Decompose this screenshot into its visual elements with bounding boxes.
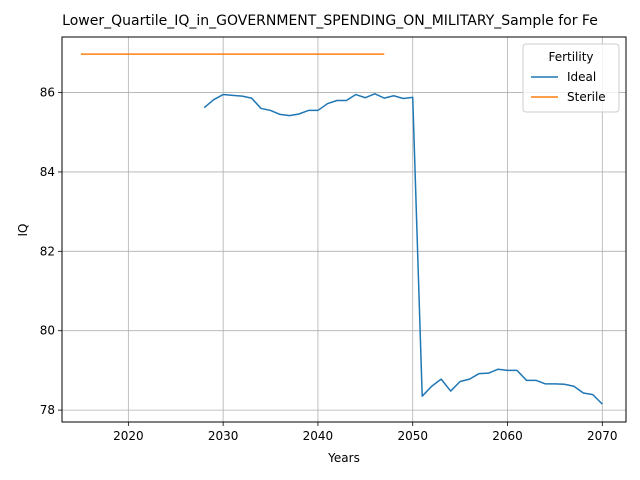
x-tick-label: 2040 <box>303 429 334 443</box>
series-line-ideal <box>203 93 603 405</box>
legend: Fertility Ideal Sterile <box>522 43 620 113</box>
x-axis: 2020 2030 2040 2050 2060 2070 <box>113 422 618 443</box>
y-tick-label: 84 <box>40 165 55 179</box>
y-tick-label: 80 <box>40 324 55 338</box>
y-tick-label: 82 <box>40 244 55 258</box>
y-axis: 78 80 82 84 86 <box>40 86 62 417</box>
y-axis-label: IQ <box>16 224 30 237</box>
x-tick-label: 2070 <box>587 429 618 443</box>
y-tick-label: 78 <box>40 403 55 417</box>
legend-label-sterile: Sterile <box>567 90 606 104</box>
x-tick-label: 2030 <box>208 429 239 443</box>
x-axis-label: Years <box>327 451 360 465</box>
x-tick-label: 2060 <box>492 429 523 443</box>
series-layer <box>80 53 603 405</box>
legend-title: Fertility <box>548 50 593 64</box>
x-tick-label: 2020 <box>113 429 144 443</box>
legend-label-ideal: Ideal <box>567 70 596 84</box>
y-tick-label: 86 <box>40 86 55 100</box>
legend-items: Ideal Sterile <box>531 70 606 104</box>
x-tick-label: 2050 <box>397 429 428 443</box>
chart-title: Lower_Quartile_IQ_in_GOVERNMENT_SPENDING… <box>62 13 598 29</box>
legend-box <box>522 43 620 113</box>
plot-frame <box>61 36 627 423</box>
